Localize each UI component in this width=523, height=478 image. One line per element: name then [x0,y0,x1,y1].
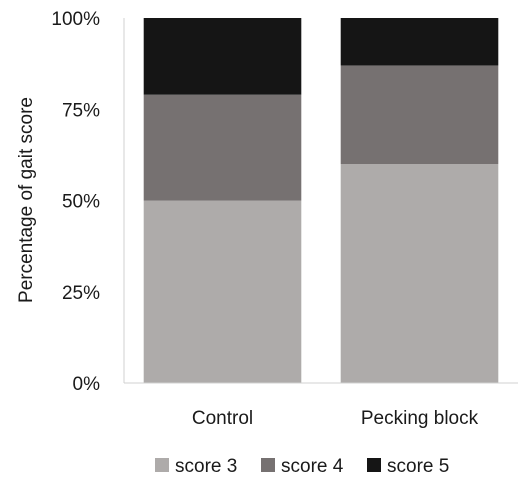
legend-label: score 3 [175,456,237,477]
y-axis-title: Percentage of gait score [16,97,37,303]
legend-swatch [155,458,169,472]
legend-swatch [367,458,381,472]
x-category-label: Pecking block [361,408,479,429]
legend: score 3 score 4 score 5 [155,456,449,477]
y-tick-label: 25% [62,283,100,304]
bar-segment-score-4-control [143,94,302,201]
legend-swatch [261,458,275,472]
y-tick-label: 100% [51,9,100,30]
y-tick-label: 50% [62,192,100,213]
y-tick-label: 75% [62,100,100,121]
y-tick-label: 0% [73,374,101,395]
legend-label: score 5 [387,456,449,477]
legend-label: score 4 [281,456,344,477]
bar-segment-score-4-pecking-block [340,65,499,164]
bar-segment-score-5-control [143,18,302,95]
bar-segment-score-3-control [143,200,302,383]
bar-segment-score-5-pecking-block [340,18,499,66]
x-category-label: Control [192,408,253,429]
bar-segment-score-3-pecking-block [340,164,499,383]
